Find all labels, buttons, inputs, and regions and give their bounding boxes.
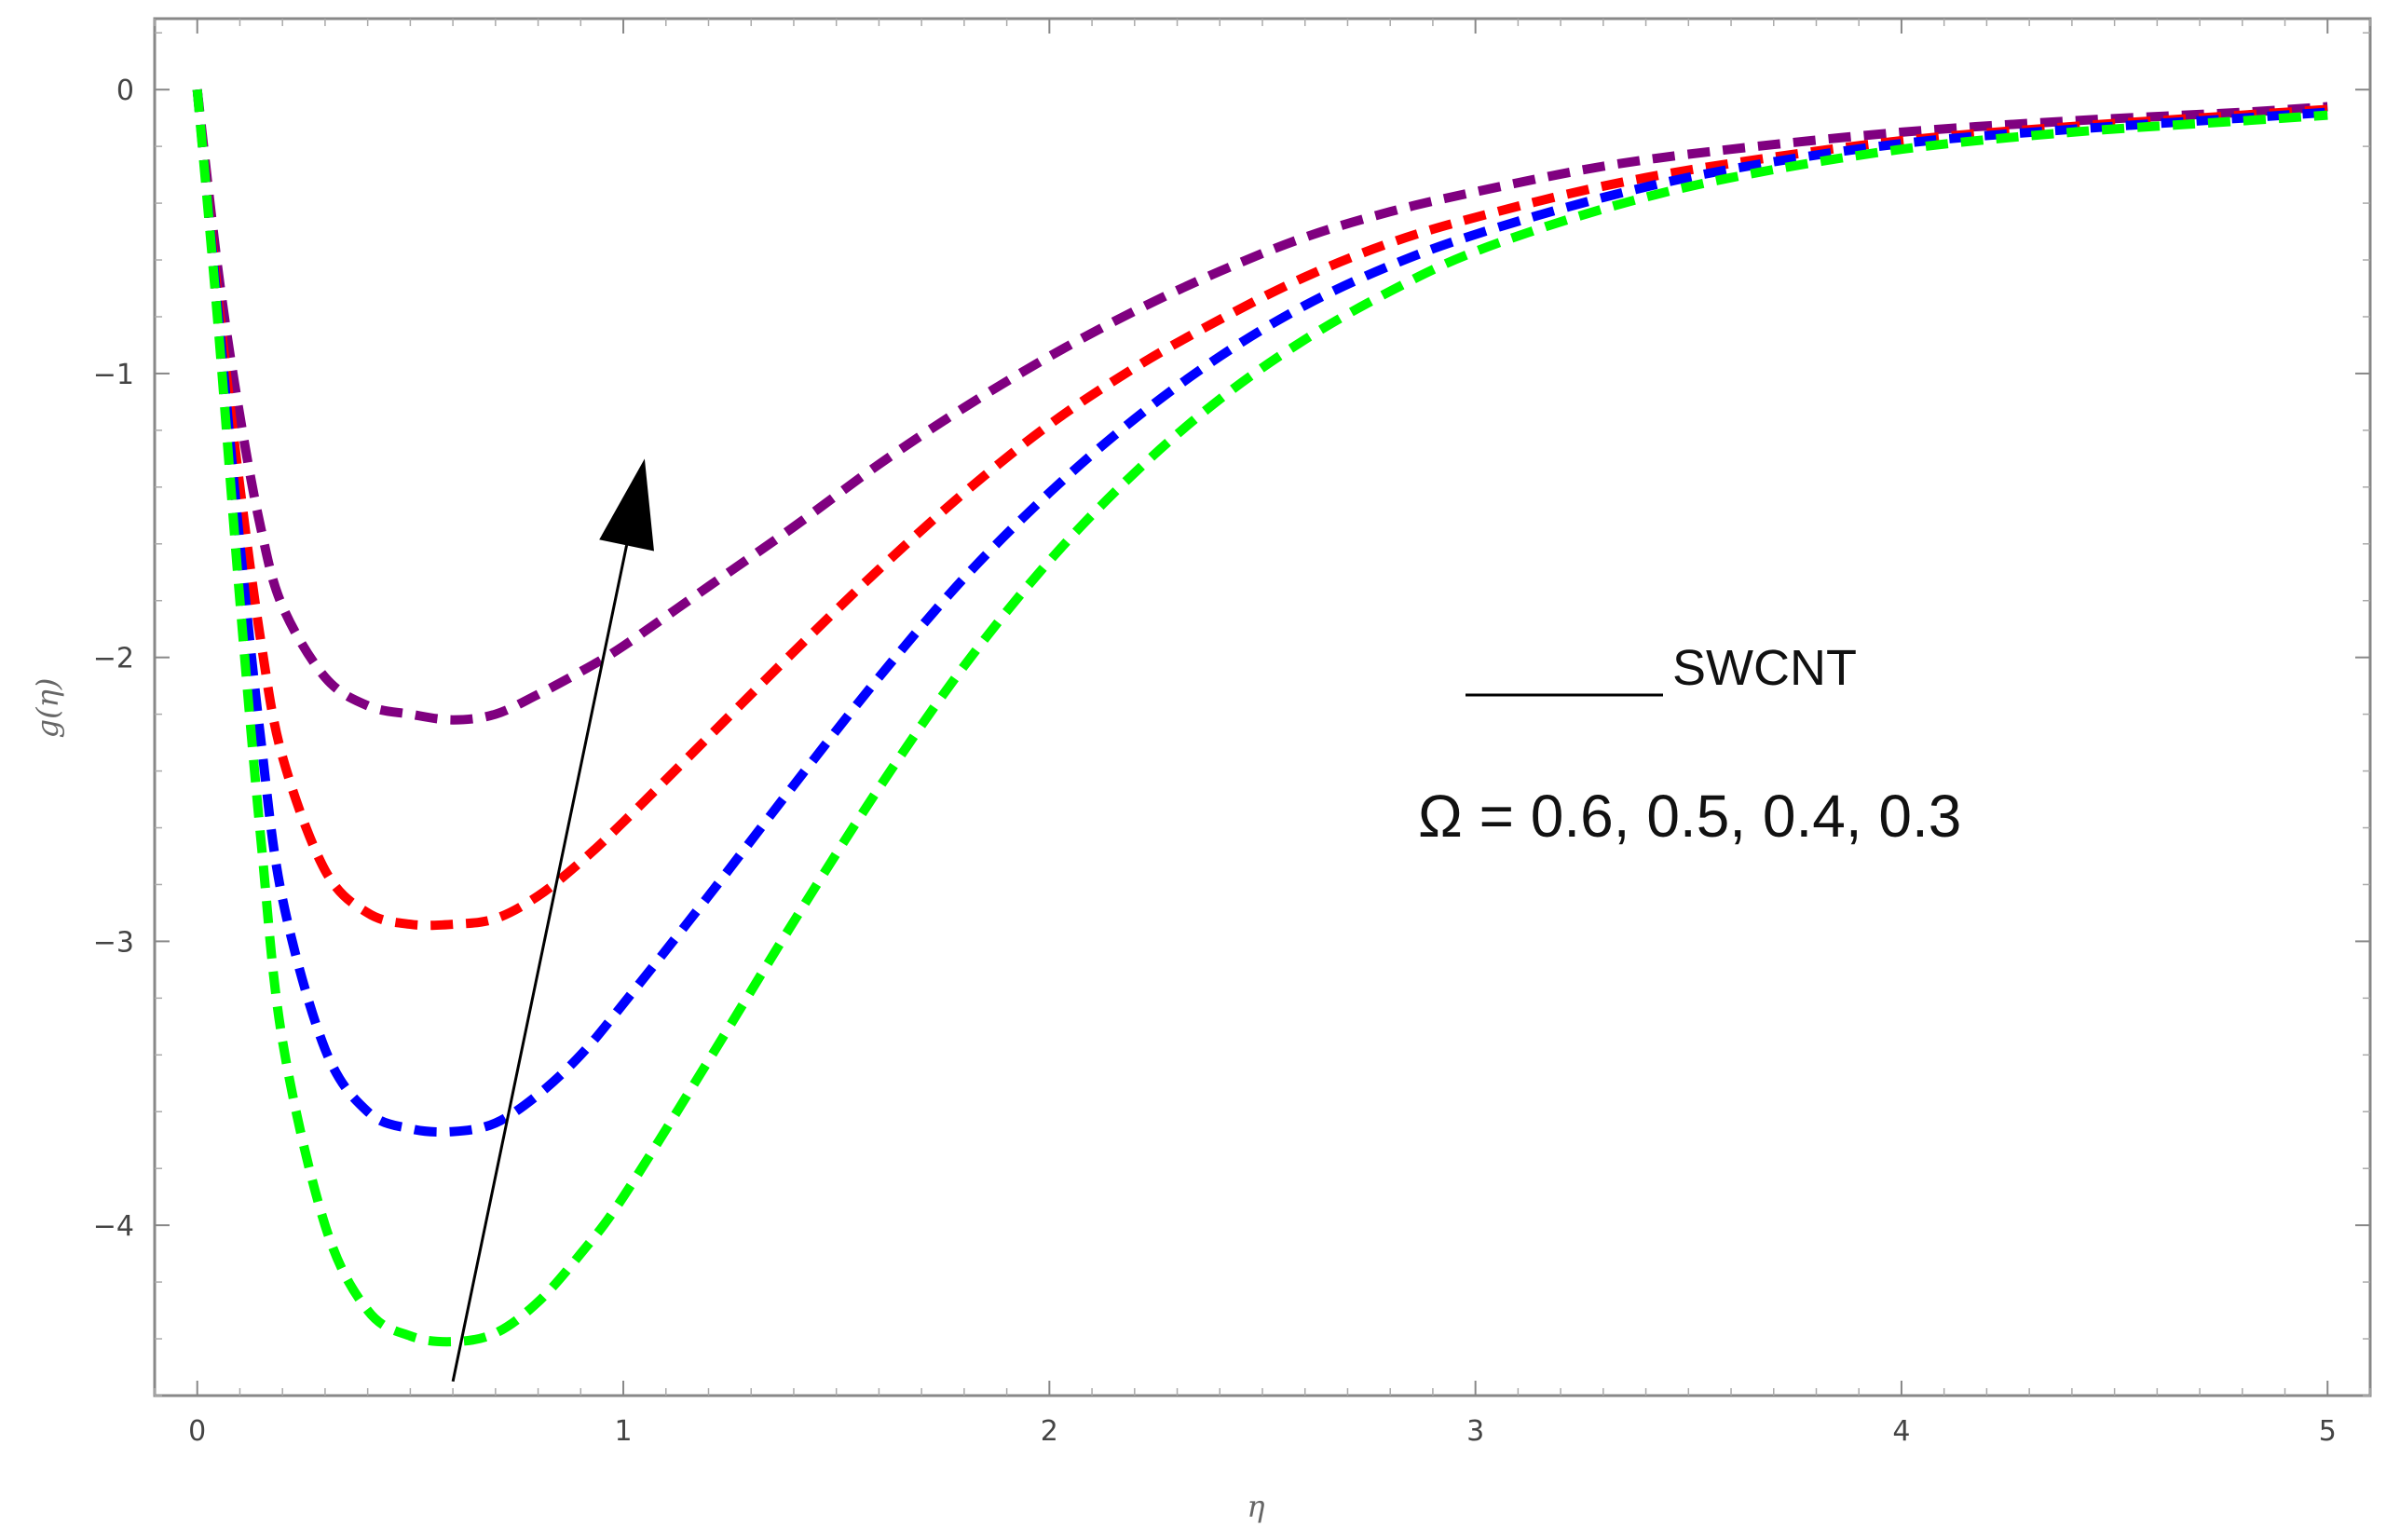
arrow-layer (451, 458, 654, 1383)
y-tick-label: −3 (93, 926, 134, 959)
series-line-2 (192, 89, 2328, 931)
series-line-1 (192, 89, 2328, 725)
ticks (154, 19, 2371, 1397)
series-layer (192, 89, 2328, 1347)
x-tick-label: 1 (614, 1415, 632, 1448)
parameter-text: Ω = 0.6, 0.5, 0.4, 0.3 (1418, 783, 1961, 850)
series-line-4 (192, 89, 2328, 1347)
x-tick-label: 3 (1466, 1415, 1484, 1448)
x-tick-label: 0 (188, 1415, 206, 1448)
x-axis-label: η (1247, 1489, 1264, 1524)
x-tick-label: 5 (2319, 1415, 2337, 1448)
y-tick-label: −4 (93, 1210, 134, 1243)
y-axis-label: g(η) (30, 678, 65, 739)
arrow-head (599, 458, 654, 552)
series-line-3 (192, 89, 2328, 1138)
y-tick-label: −2 (93, 643, 134, 675)
x-tick-label: 4 (1892, 1415, 1910, 1448)
legend-text: SWCNT (1672, 640, 1857, 696)
tick-labels: 0 1 2 3 4 5 0 −1 −2 −3 −4 (93, 75, 2337, 1448)
plot-frame (153, 17, 2372, 1397)
y-tick-label: −1 (93, 359, 134, 391)
arrow-shaft (451, 545, 629, 1383)
y-tick-label: 0 (116, 75, 134, 107)
x-tick-label: 2 (1041, 1415, 1058, 1448)
